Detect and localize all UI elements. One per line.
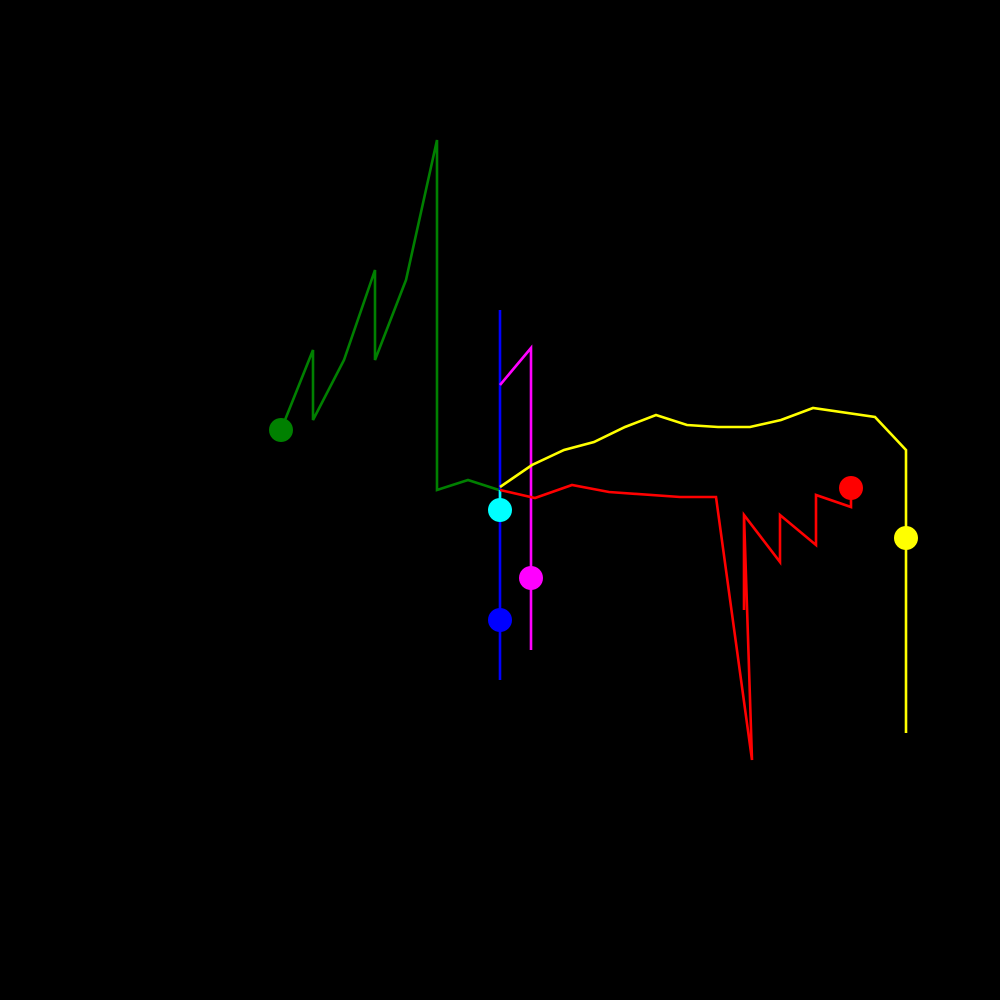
magenta-trace-line	[499, 344, 533, 650]
yellow-trace-line	[499, 406, 908, 733]
blue-trace-marker	[488, 608, 512, 632]
magenta-trace-marker	[519, 566, 543, 590]
trace-markers	[269, 418, 918, 632]
trace-lines	[279, 139, 908, 761]
green-trace-marker	[269, 418, 293, 442]
red-trace-line	[499, 483, 853, 761]
red-trace-marker	[839, 476, 863, 500]
yellow-trace-marker	[894, 526, 918, 550]
green-trace-line	[279, 139, 500, 492]
cyan-trace-marker	[488, 498, 512, 522]
